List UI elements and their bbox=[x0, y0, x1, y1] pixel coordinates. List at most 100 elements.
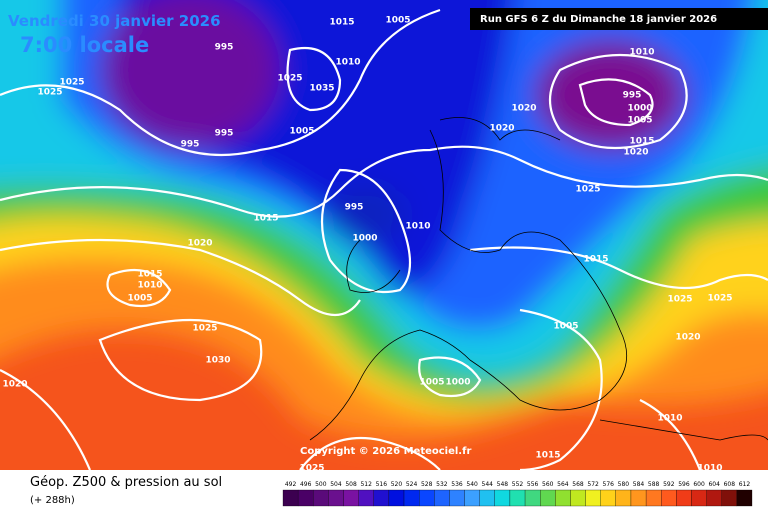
colorbar-label: 536 bbox=[451, 481, 463, 488]
colorbar-cell bbox=[509, 489, 526, 507]
colorbar-cell bbox=[524, 489, 541, 507]
isobar-label: 1025 bbox=[192, 324, 217, 334]
colorbar-label: 500 bbox=[315, 481, 327, 488]
isobar-label: 1005 bbox=[385, 16, 410, 26]
colorbar-label: 524 bbox=[406, 481, 418, 488]
colorbar-label: 580 bbox=[618, 481, 630, 488]
run-label: Run GFS 6 Z du Dimanche 18 janvier 2026 bbox=[480, 14, 717, 25]
time-label: 7:00 locale bbox=[20, 33, 149, 57]
colorbar-label: 556 bbox=[527, 481, 539, 488]
isobar-label: 1015 bbox=[137, 270, 162, 280]
colorbar-cell bbox=[585, 489, 601, 507]
isobar-label: 1015 bbox=[535, 451, 560, 461]
isobar-label: 1010 bbox=[335, 58, 360, 68]
colorbar-cell bbox=[358, 489, 374, 507]
colorbar-cell bbox=[328, 489, 344, 507]
colorbar-cell bbox=[313, 489, 329, 507]
colorbar-label: 572 bbox=[587, 481, 599, 488]
colorbar-label: 512 bbox=[360, 481, 372, 488]
colorbar-label: 588 bbox=[648, 481, 660, 488]
isobar-label: 1005 bbox=[127, 294, 152, 304]
colorbar-cell bbox=[343, 489, 359, 507]
isobar-label: 1015 bbox=[329, 18, 354, 28]
isobar-label: 1020 bbox=[489, 124, 514, 134]
colorbar-label: 600 bbox=[693, 481, 705, 488]
colorbar-cell bbox=[661, 489, 677, 507]
isobar-label: 1025 bbox=[37, 88, 62, 98]
colorbar-cell bbox=[297, 489, 314, 507]
isobar-label: 1020 bbox=[623, 148, 648, 158]
colorbar-cell bbox=[479, 489, 495, 507]
colorbar-label: 560 bbox=[542, 481, 554, 488]
isobar-label: 1000 bbox=[352, 234, 377, 244]
copyright: Copyright © 2026 Meteociel.fr bbox=[300, 446, 471, 457]
isobar-label: 1025 bbox=[575, 185, 600, 195]
colorbar-label: 568 bbox=[572, 481, 584, 488]
isobar-label: 1000 bbox=[445, 378, 470, 388]
colorbar-cell bbox=[630, 489, 647, 507]
isobar-label: 1010 bbox=[405, 222, 430, 232]
run-banner bbox=[470, 8, 768, 30]
isobar-label: 1025 bbox=[667, 295, 692, 305]
colorbar-label: 504 bbox=[330, 481, 342, 488]
colorbar-cell bbox=[600, 489, 616, 507]
coastlines bbox=[309, 117, 768, 441]
colorbar-label: 584 bbox=[633, 481, 645, 488]
isobar-label: 1025 bbox=[277, 74, 302, 84]
isobar-label: 1025 bbox=[59, 78, 84, 88]
isobar-label: 1030 bbox=[205, 356, 230, 366]
isobar-label: 1010 bbox=[629, 48, 654, 58]
colorbar: 492 496 500 504 508 512 516 520 524 528 532 536 540 5… bbox=[282, 481, 753, 507]
colorbar-cell bbox=[419, 489, 435, 507]
isobars bbox=[0, 8, 768, 470]
isobar-label: 995 bbox=[215, 129, 234, 139]
colorbar-cell bbox=[645, 489, 662, 507]
colorbar-label: 608 bbox=[724, 481, 736, 488]
colorbar-cell bbox=[555, 489, 571, 507]
colorbar-label: 576 bbox=[603, 481, 615, 488]
isobar-label: 995 bbox=[345, 203, 364, 213]
isobar-label: 1020 bbox=[2, 380, 27, 390]
colorbar-label: 592 bbox=[663, 481, 675, 488]
colorbar-cell bbox=[403, 489, 420, 507]
colorbar-label: 496 bbox=[300, 481, 312, 488]
colorbar-cell bbox=[676, 489, 692, 507]
isobar-label: 1010 bbox=[137, 281, 162, 291]
isobar-label: 1025 bbox=[707, 294, 732, 304]
colorbar-cell bbox=[373, 489, 390, 507]
colorbar-cell bbox=[691, 489, 707, 507]
isobar-label: 995 bbox=[623, 91, 642, 101]
colorbar-cell bbox=[464, 489, 480, 507]
isobar-label: 1020 bbox=[187, 239, 212, 249]
colorbar-label: 604 bbox=[708, 481, 720, 488]
isobar-label: 1020 bbox=[675, 333, 700, 343]
colorbar-cell bbox=[615, 489, 632, 507]
colorbar-cell bbox=[449, 489, 465, 507]
footer-title: Géop. Z500 & pression au sol bbox=[30, 475, 222, 490]
colorbar-cell bbox=[706, 489, 722, 507]
isobar-label: 1015 bbox=[253, 214, 278, 224]
isobar-label: 1020 bbox=[511, 104, 536, 114]
colorbar-label: 564 bbox=[557, 481, 569, 488]
isobar-label: 1000 bbox=[627, 104, 652, 114]
colorbar-label: 516 bbox=[376, 481, 388, 488]
colorbar-cell bbox=[494, 489, 511, 507]
isobar-label: 1005 bbox=[553, 322, 578, 332]
isobar-labels: 1015 100599510101025102510251035995995100… bbox=[2, 16, 732, 471]
footer-subtitle: (+ 288h) bbox=[30, 495, 75, 506]
colorbar-cell bbox=[282, 489, 299, 507]
colorbar-cell bbox=[434, 489, 450, 507]
colorbar-cell bbox=[540, 489, 556, 507]
date-label: Vendredi 30 janvier 2026 bbox=[8, 12, 221, 30]
isobar-label: 1035 bbox=[309, 84, 334, 94]
isobar-label: 1015 bbox=[629, 137, 654, 147]
isobar-label: 1015 bbox=[583, 255, 608, 265]
colorbar-label: 532 bbox=[436, 481, 448, 488]
colorbar-cell bbox=[388, 489, 405, 507]
colorbar-cell bbox=[736, 489, 753, 507]
colorbar-label: 552 bbox=[512, 481, 524, 488]
colorbar-label: 548 bbox=[497, 481, 509, 488]
colorbar-label: 492 bbox=[285, 481, 297, 488]
colorbar-label: 540 bbox=[466, 481, 478, 488]
